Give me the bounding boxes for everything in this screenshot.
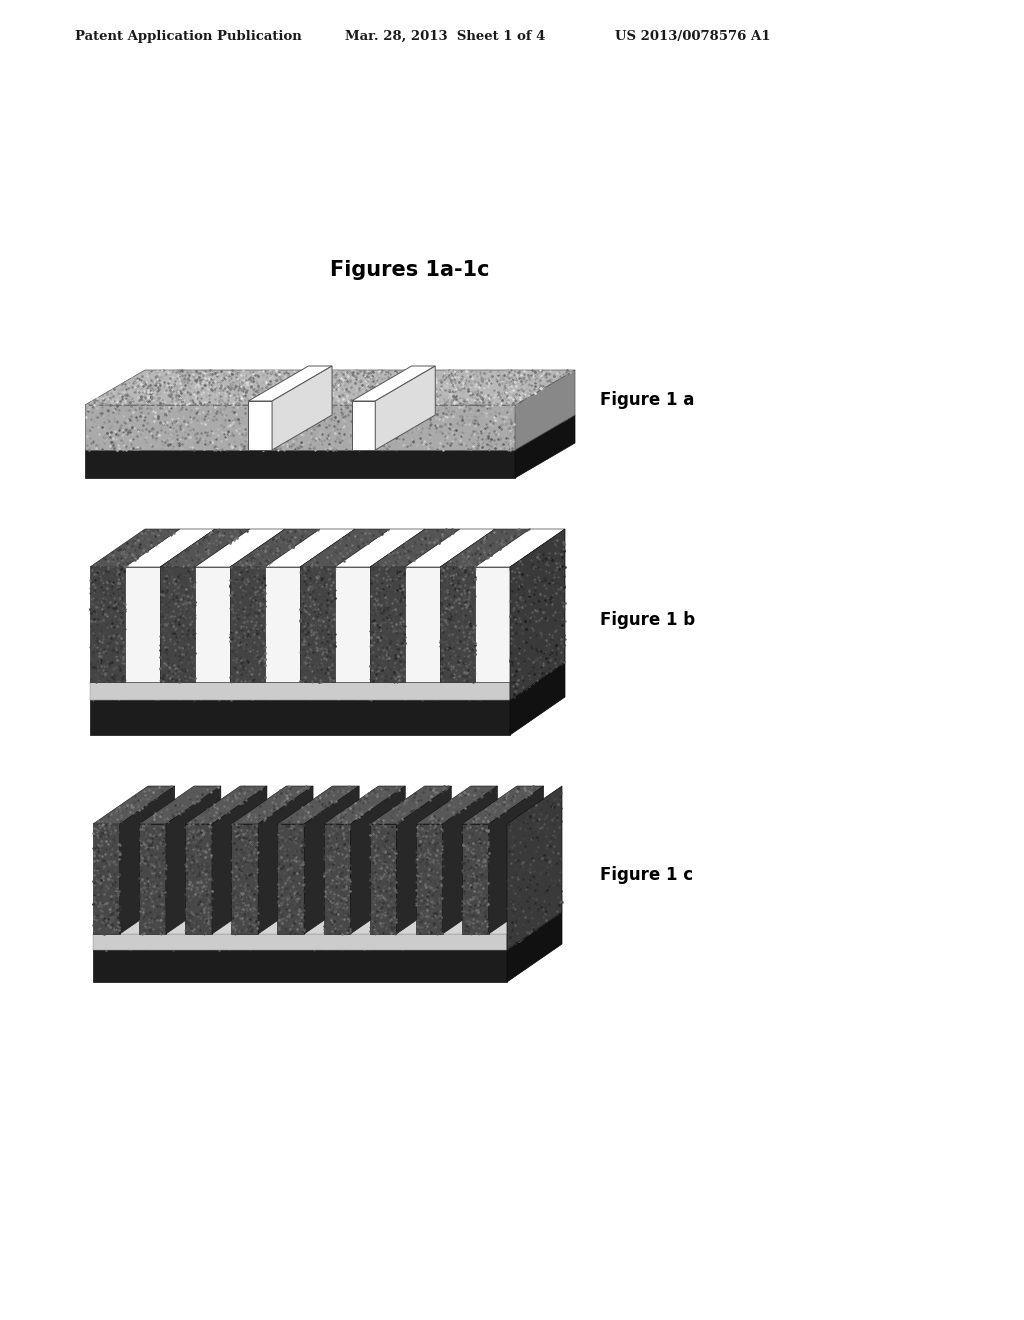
Polygon shape	[265, 568, 300, 682]
Polygon shape	[85, 450, 515, 478]
Polygon shape	[90, 644, 565, 682]
Polygon shape	[406, 529, 495, 568]
Polygon shape	[90, 682, 510, 700]
Polygon shape	[90, 568, 125, 682]
Polygon shape	[375, 366, 435, 450]
Polygon shape	[370, 568, 406, 682]
Polygon shape	[507, 912, 562, 982]
Polygon shape	[195, 568, 230, 682]
Polygon shape	[93, 912, 562, 950]
Text: Figure 1 b: Figure 1 b	[600, 611, 695, 630]
Polygon shape	[300, 568, 335, 682]
Text: Mar. 28, 2013  Sheet 1 of 4: Mar. 28, 2013 Sheet 1 of 4	[345, 30, 546, 44]
Polygon shape	[515, 414, 575, 478]
Polygon shape	[335, 529, 425, 568]
Polygon shape	[370, 529, 460, 568]
Polygon shape	[93, 950, 507, 982]
Polygon shape	[507, 785, 562, 950]
Polygon shape	[406, 568, 440, 682]
Polygon shape	[370, 785, 452, 824]
Polygon shape	[510, 644, 565, 700]
Polygon shape	[93, 896, 562, 935]
Polygon shape	[278, 824, 304, 935]
Polygon shape	[370, 824, 396, 935]
Polygon shape	[488, 785, 544, 935]
Polygon shape	[231, 824, 258, 935]
Polygon shape	[85, 405, 515, 450]
Polygon shape	[249, 366, 332, 401]
Polygon shape	[160, 568, 195, 682]
Polygon shape	[230, 568, 265, 682]
Polygon shape	[300, 529, 390, 568]
Polygon shape	[278, 785, 359, 824]
Polygon shape	[515, 370, 575, 450]
Polygon shape	[324, 785, 406, 824]
Polygon shape	[475, 568, 510, 682]
Polygon shape	[85, 370, 575, 405]
Polygon shape	[440, 568, 475, 682]
Polygon shape	[258, 785, 313, 935]
Polygon shape	[462, 824, 488, 935]
Polygon shape	[507, 896, 562, 950]
Polygon shape	[510, 529, 565, 700]
Polygon shape	[195, 529, 285, 568]
Polygon shape	[272, 366, 332, 450]
Polygon shape	[442, 785, 498, 935]
Polygon shape	[231, 785, 313, 824]
Polygon shape	[93, 824, 120, 935]
Polygon shape	[166, 785, 221, 935]
Polygon shape	[396, 785, 452, 935]
Polygon shape	[416, 785, 498, 824]
Polygon shape	[304, 785, 359, 935]
Polygon shape	[90, 529, 180, 568]
Polygon shape	[462, 785, 544, 824]
Text: Figure 1 a: Figure 1 a	[600, 391, 694, 409]
Text: Patent Application Publication: Patent Application Publication	[75, 30, 302, 44]
Polygon shape	[120, 785, 175, 935]
Polygon shape	[185, 824, 212, 935]
Polygon shape	[350, 785, 406, 935]
Polygon shape	[351, 366, 435, 401]
Polygon shape	[90, 663, 565, 700]
Polygon shape	[139, 824, 166, 935]
Polygon shape	[90, 700, 510, 735]
Polygon shape	[510, 663, 565, 735]
Polygon shape	[85, 414, 575, 450]
Polygon shape	[249, 401, 272, 450]
Polygon shape	[265, 529, 355, 568]
Polygon shape	[440, 529, 530, 568]
Polygon shape	[475, 529, 565, 568]
Polygon shape	[160, 529, 250, 568]
Polygon shape	[93, 785, 175, 824]
Polygon shape	[125, 529, 215, 568]
Polygon shape	[324, 824, 350, 935]
Polygon shape	[185, 785, 267, 824]
Polygon shape	[93, 935, 507, 950]
Text: Figure 1 c: Figure 1 c	[600, 866, 693, 884]
Polygon shape	[139, 785, 221, 824]
Polygon shape	[335, 568, 370, 682]
Polygon shape	[125, 568, 160, 682]
Polygon shape	[230, 529, 319, 568]
Polygon shape	[212, 785, 267, 935]
Text: US 2013/0078576 A1: US 2013/0078576 A1	[615, 30, 770, 44]
Text: Figures 1a-1c: Figures 1a-1c	[330, 260, 489, 280]
Polygon shape	[416, 824, 442, 935]
Polygon shape	[351, 401, 375, 450]
